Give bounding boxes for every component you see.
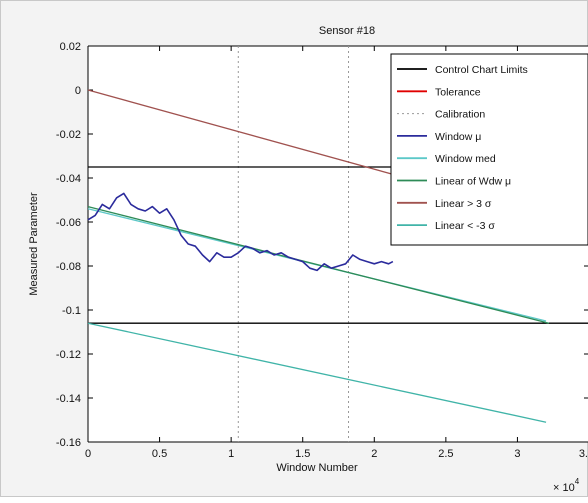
y-tick-label: -0.06 <box>56 217 81 229</box>
x-tick-label: 3. <box>579 448 588 460</box>
series-layer <box>87 46 588 442</box>
x-tick-label: 3 <box>514 448 520 460</box>
series-line-linear-3 <box>87 322 547 423</box>
legend: Control Chart Limits Tolerance Calibration… <box>390 53 588 246</box>
legend-label: Linear > 3 σ <box>435 198 492 210</box>
y-tick-label: 0 <box>75 85 81 97</box>
series-line-linear-of-wdw <box>87 205 550 324</box>
x-axis-exponent: × 104 <box>553 477 580 494</box>
x-axis-title: Window Number <box>276 462 358 474</box>
y-tick-label: -0.02 <box>56 129 81 141</box>
y-axis-title: Measured Parameter <box>28 192 40 296</box>
y-tick-label: -0.08 <box>56 261 81 273</box>
x-tick-label: 0.5 <box>152 448 167 460</box>
y-tick-label: -0.12 <box>56 349 81 361</box>
series-line-window <box>87 192 394 272</box>
legend-label: Linear < -3 σ <box>435 220 495 232</box>
legend-label: Window μ <box>435 131 481 143</box>
x-tick-label: 2.5 <box>438 448 453 460</box>
legend-box <box>390 53 588 246</box>
x-tick-label: 2 <box>371 448 377 460</box>
x-tick-label: 1.5 <box>295 448 310 460</box>
legend-label: Control Chart Limits <box>435 64 528 76</box>
axes-layer: 0.02 0 -0.02 -0.04 -0.06 -0.08 -0.1 -0.12 -0.14 -… <box>56 41 588 460</box>
x-tick-label: 1 <box>228 448 234 460</box>
x-exponent-power: 4 <box>575 477 580 486</box>
legend-label: Window med <box>435 153 496 165</box>
x-tick-label: 0 <box>85 448 91 460</box>
series-line-linear-3 <box>87 89 447 190</box>
x-exponent-base: × 10 <box>553 482 575 494</box>
y-tick-label: -0.14 <box>56 393 81 405</box>
y-tick-label: 0.02 <box>60 41 81 53</box>
legend-label: Calibration <box>435 109 485 121</box>
y-tick-label: -0.16 <box>56 437 81 449</box>
legend-label: Tolerance <box>435 86 481 98</box>
y-tick-label: -0.04 <box>56 173 81 185</box>
chart-title: Sensor #18 <box>319 25 375 37</box>
legend-label: Linear of Wdw μ <box>435 176 511 188</box>
y-tick-label: -0.1 <box>62 305 81 317</box>
